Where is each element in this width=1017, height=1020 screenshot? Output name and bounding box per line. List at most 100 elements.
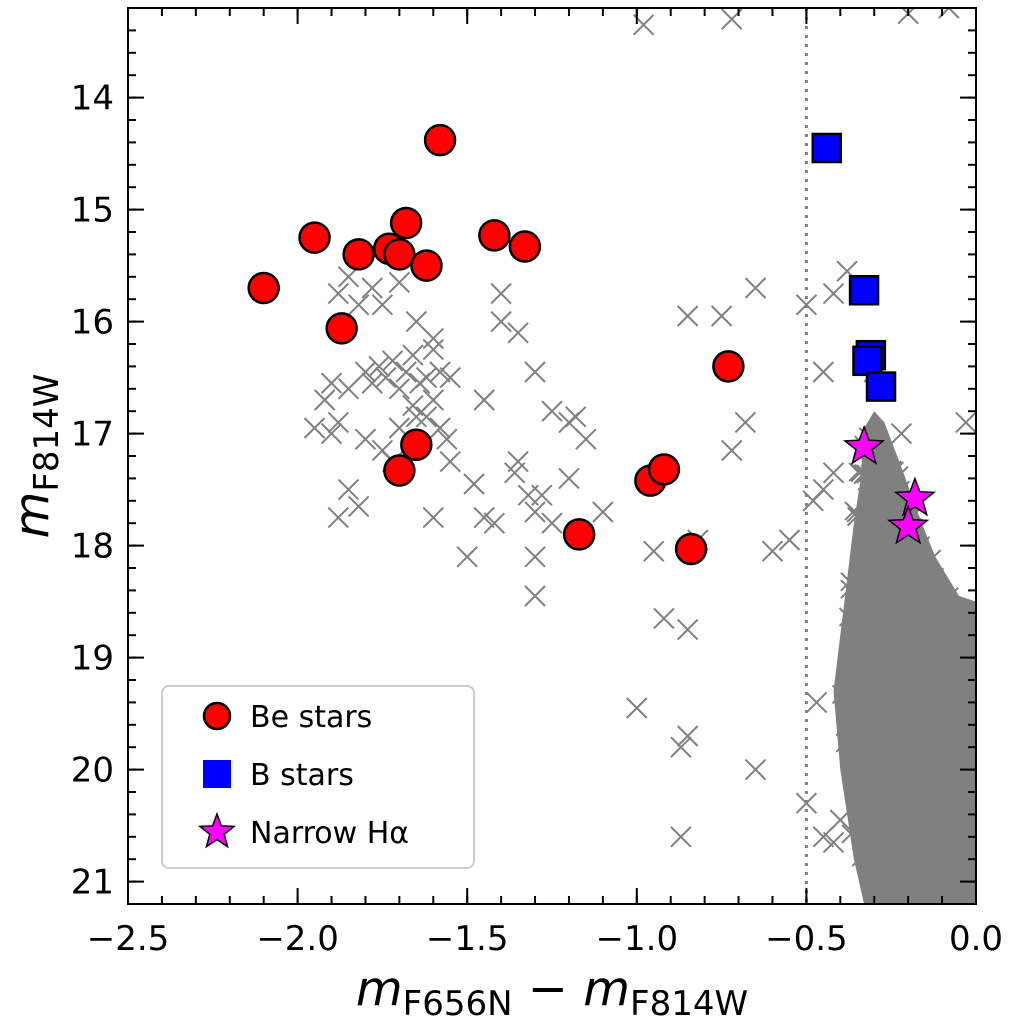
- background-star-point: [402, 344, 424, 366]
- dense-cross-mark: [905, 671, 925, 692]
- dense-cross-mark: [882, 730, 903, 751]
- be-star-point: [247, 271, 280, 305]
- background-star-point: [676, 305, 699, 327]
- y-axis-label: mF814W: [4, 374, 67, 539]
- dense-cross-mark: [898, 735, 918, 755]
- dense-cross-mark: [921, 856, 941, 877]
- y-tick-label: 18: [71, 527, 114, 567]
- be-star-point: [298, 221, 331, 254]
- x-tick-label: −2.5: [87, 919, 170, 959]
- background-star-point: [429, 417, 451, 439]
- dense-cross-mark: [898, 687, 919, 707]
- dense-cross-mark: [853, 464, 873, 485]
- background-star-point: [676, 618, 699, 641]
- b-star-point: [811, 132, 843, 164]
- background-star-point: [955, 411, 976, 434]
- dense-region-fill: [833, 411, 976, 904]
- dense-cross-mark: [857, 820, 877, 840]
- dense-cross-mark: [844, 501, 864, 521]
- dense-cross-mark: [945, 635, 965, 655]
- dense-cross-mark: [861, 586, 881, 606]
- dense-cross-mark: [939, 587, 959, 607]
- background-star-point: [483, 512, 506, 534]
- y-tick-label: 17: [71, 415, 114, 455]
- background-star-point: [381, 350, 404, 372]
- background-star-point: [405, 406, 428, 428]
- dense-cross-mark: [881, 873, 901, 893]
- dense-cross-mark: [836, 678, 856, 698]
- background-star-point: [856, 518, 879, 540]
- background-star-point: [456, 546, 478, 568]
- background-star-point: [670, 736, 692, 758]
- be-star-point: [423, 123, 457, 157]
- be-star-point: [478, 219, 511, 252]
- dense-cross-mark: [883, 483, 903, 504]
- dense-cross-mark: [860, 540, 881, 560]
- background-star-point: [565, 406, 587, 428]
- x-tick-label: 0.0: [949, 919, 1003, 959]
- x-axis-label-main-2: m: [583, 961, 630, 1017]
- background-star-point: [371, 294, 394, 316]
- x-axis-label-sub2: F814W: [630, 984, 748, 1020]
- dense-star-cluster: [831, 411, 976, 904]
- dense-cross-mark: [901, 621, 921, 641]
- background-star-point: [422, 389, 444, 411]
- be-star-point: [325, 312, 358, 345]
- dense-cross-mark: [882, 710, 903, 731]
- dense-cross-mark: [884, 841, 904, 862]
- be-star-point: [383, 238, 416, 271]
- dense-cross-mark: [843, 773, 863, 793]
- background-star-point: [320, 422, 343, 445]
- dense-cross-mark: [910, 685, 930, 706]
- dense-cross-mark: [962, 778, 976, 798]
- background-star-point: [822, 831, 845, 854]
- background-star-point: [368, 355, 390, 378]
- background-star-point: [795, 792, 818, 814]
- narrow-halpha-point: [887, 504, 930, 545]
- dense-cross-mark: [891, 553, 911, 574]
- background-star-point: [778, 529, 801, 551]
- background-star-point: [812, 361, 835, 383]
- data-points: [247, 8, 976, 854]
- background-star-point: [524, 501, 546, 523]
- background-star-point: [812, 826, 835, 848]
- background-star-point: [524, 585, 546, 607]
- background-star-point: [670, 826, 692, 848]
- dense-cross-mark: [873, 576, 893, 596]
- legend: Be stars B stars Narrow Hα: [161, 685, 475, 869]
- dense-cross-mark: [853, 641, 873, 661]
- y-tick-label: 19: [71, 639, 114, 679]
- dense-cross-mark: [865, 739, 886, 760]
- background-star-point: [327, 506, 350, 529]
- dense-cross-mark: [851, 847, 872, 867]
- dense-cross-mark: [909, 557, 929, 578]
- background-star-point: [744, 758, 767, 781]
- background-star-point: [795, 294, 818, 316]
- dense-cross-mark: [920, 807, 941, 827]
- background-star-point: [327, 411, 350, 434]
- background-star-point: [337, 478, 360, 501]
- dense-cross-mark: [869, 676, 889, 696]
- dense-cross-mark: [924, 567, 945, 587]
- dense-cross-mark: [895, 613, 915, 633]
- legend-label-be-stars: Be stars: [250, 700, 372, 735]
- background-star-point: [541, 512, 563, 534]
- background-star-point: [531, 484, 553, 506]
- b-star-point: [865, 371, 897, 402]
- legend-marker-be-stars: [202, 701, 232, 731]
- y-axis-label-main: m: [4, 492, 60, 539]
- dense-cross-mark: [874, 452, 894, 472]
- dense-cross-mark: [866, 651, 886, 672]
- background-star-point: [890, 422, 913, 445]
- background-star-point: [314, 389, 336, 411]
- dense-cross-mark: [861, 814, 882, 834]
- x-tick-label: −0.5: [765, 919, 848, 959]
- dense-cross-mark: [961, 794, 976, 814]
- dense-cross-mark: [874, 651, 894, 671]
- dense-cross-mark: [863, 873, 883, 893]
- dense-cross-mark: [967, 700, 976, 721]
- dense-cross-mark: [886, 701, 907, 721]
- dense-cross-mark: [846, 506, 867, 527]
- dense-cross-mark: [968, 827, 976, 848]
- dense-cross-mark: [909, 654, 929, 674]
